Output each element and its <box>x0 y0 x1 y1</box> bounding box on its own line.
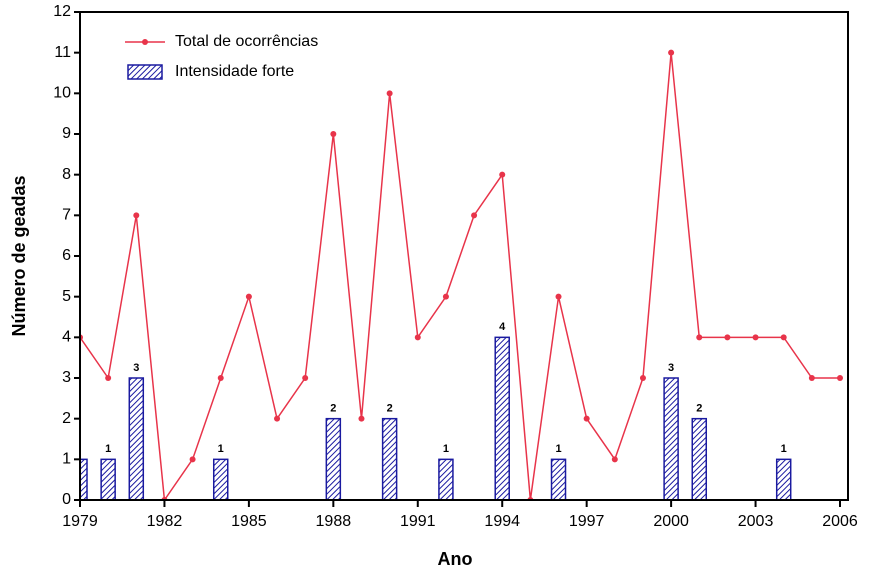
line-marker <box>105 375 112 381</box>
x-tick-label: 2006 <box>822 513 858 530</box>
x-tick-label: 1994 <box>484 513 520 530</box>
y-tick-label: 4 <box>62 329 71 346</box>
legend-label: Intensidade forte <box>175 63 294 80</box>
line-marker <box>555 293 562 300</box>
data-label: 3 <box>668 362 674 374</box>
line-marker <box>358 415 365 422</box>
data-label: 1 <box>443 443 449 455</box>
legend-swatch <box>127 64 163 80</box>
x-tick-label: 1991 <box>400 513 436 530</box>
bar <box>325 417 342 500</box>
bar <box>663 377 679 500</box>
x-tick-label: 1985 <box>231 513 267 530</box>
line-marker <box>274 415 281 422</box>
line-marker <box>330 131 337 137</box>
bar <box>381 417 398 500</box>
y-tick-label: 1 <box>62 451 71 468</box>
line <box>80 52 840 500</box>
data-label: 3 <box>133 362 139 374</box>
line-marker <box>780 334 787 341</box>
data-label: 4 <box>499 321 506 333</box>
line-marker <box>724 334 731 341</box>
line-marker <box>189 456 196 463</box>
y-tick-label: 7 <box>62 207 71 224</box>
legend-swatch <box>142 39 148 45</box>
y-tick-label: 10 <box>53 85 71 102</box>
plot-frame <box>79 11 849 501</box>
x-tick-label: 1979 <box>62 513 98 530</box>
line-marker <box>639 375 646 381</box>
line-marker <box>668 49 675 56</box>
line-marker <box>302 375 309 381</box>
y-tick-label: 0 <box>62 491 71 508</box>
line-marker <box>752 334 759 341</box>
line-marker <box>386 90 393 97</box>
data-label: 2 <box>387 403 393 415</box>
y-tick-label: 3 <box>62 369 71 386</box>
x-tick-label: 2003 <box>738 513 774 530</box>
line-marker <box>837 375 843 381</box>
bar <box>128 377 145 500</box>
y-tick-label: 11 <box>54 44 71 61</box>
y-tick-label: 9 <box>62 125 71 142</box>
data-label: 1 <box>105 443 111 455</box>
data-label: 1 <box>781 443 787 455</box>
line-marker <box>414 334 421 341</box>
line-marker <box>471 212 478 219</box>
bar <box>438 458 454 500</box>
y-tick-label: 8 <box>62 166 71 183</box>
line-marker <box>583 415 590 422</box>
line-marker <box>499 171 506 178</box>
legend-label: Total de ocorrências <box>175 33 318 50</box>
data-label: 1 <box>218 443 224 455</box>
bar <box>775 458 792 500</box>
y-tick-label: 2 <box>62 410 71 427</box>
data-label: 1 <box>555 443 561 455</box>
x-tick-label: 1988 <box>316 513 352 530</box>
bar <box>212 458 229 500</box>
line-marker <box>133 212 140 219</box>
bar <box>691 417 708 500</box>
y-tick-label: 12 <box>53 3 71 20</box>
y-tick-label: 5 <box>62 288 71 305</box>
x-tick-label: 2000 <box>653 513 689 530</box>
bar <box>100 458 116 500</box>
line-marker <box>217 375 224 381</box>
line-marker <box>611 456 618 463</box>
x-tick-label: 1982 <box>147 513 183 530</box>
bar <box>80 458 88 500</box>
bar <box>494 336 510 500</box>
data-label: 2 <box>696 403 702 415</box>
plot-area <box>80 49 843 500</box>
y-tick-label: 6 <box>62 247 71 264</box>
line-marker <box>442 293 449 300</box>
x-axis-label: Ano <box>438 549 473 569</box>
x-tick-label: 1997 <box>569 513 605 530</box>
data-label: 2 <box>330 403 336 415</box>
line-marker <box>808 375 815 381</box>
line-marker <box>245 293 252 300</box>
y-axis-label: Número de geadas <box>9 175 29 336</box>
bar <box>550 458 567 500</box>
line-marker <box>696 334 703 341</box>
